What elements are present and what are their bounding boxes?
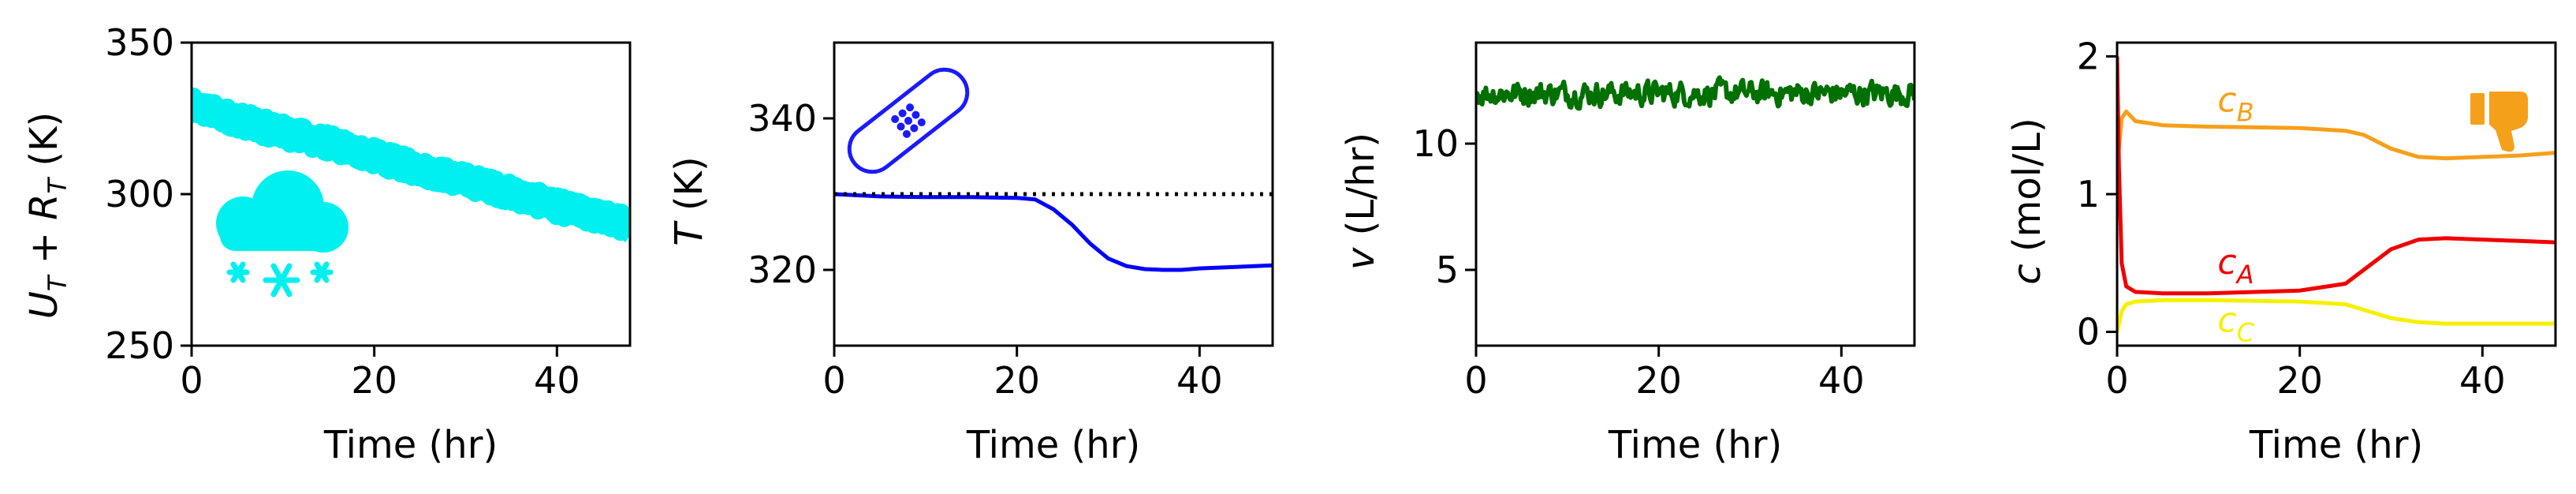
x-tick-label: 0 <box>822 359 845 402</box>
svg-text:v (L/hr): v (L/hr) <box>1339 133 1383 270</box>
x-tick-label: 20 <box>1635 359 1682 402</box>
y-tick-label: 10 <box>1412 122 1459 165</box>
x-tick-label: 20 <box>351 359 397 402</box>
y-tick-label: 2 <box>2077 35 2100 77</box>
thumbs-down-icon <box>2470 92 2528 152</box>
x-tick-label: 20 <box>993 359 1040 402</box>
series-line <box>2117 298 2555 333</box>
plot-area: 0 20 40 250 300 350 Time (hr) <box>105 21 632 467</box>
y-tick-label: 350 <box>105 21 174 64</box>
axes-frame <box>1474 41 1916 347</box>
x-tick-label: 40 <box>1818 359 1865 402</box>
series-label: cB <box>2217 80 2254 127</box>
plot-area: 0 20 40 5 10 Time (hr) <box>1412 41 1916 467</box>
y-axis-label: c (mol/L) <box>2005 118 2049 284</box>
y-tick-label: 340 <box>747 97 817 140</box>
chart-panel-4: cB cA cC 0 20 40 0 1 2 Time (hr) c (mol/L) <box>2005 35 2557 467</box>
series-layer <box>834 192 1273 272</box>
y-tick-label: 250 <box>105 324 174 367</box>
x-tick-label: 0 <box>2105 359 2128 402</box>
y-axis-label: T (K) <box>667 156 711 246</box>
series-layer <box>192 88 630 244</box>
y-tick-label: 0 <box>2077 311 2100 354</box>
y-tick-label: 300 <box>105 173 174 215</box>
x-tick-label: 0 <box>180 359 203 402</box>
x-tick-label: 40 <box>1176 359 1223 402</box>
x-axis-label: Time (hr) <box>1608 423 1782 467</box>
x-tick-label: 40 <box>534 359 580 402</box>
plot-area: 0 20 40 320 340 Time (hr) <box>747 41 1274 467</box>
y-tick-label: 320 <box>747 249 817 291</box>
chart-panel-1: 0 20 40 250 300 350 Time (hr) UT + RT (K) <box>22 21 632 467</box>
bandage-icon <box>847 67 970 174</box>
x-tick-label: 20 <box>2276 359 2323 402</box>
axes-frame <box>833 41 1274 347</box>
y-axis-label: v (L/hr) <box>1339 133 1383 270</box>
series-layer <box>1476 75 1914 111</box>
series-line <box>2117 109 2555 167</box>
plot-area: cB cA cC 0 20 40 0 1 2 Time (hr) <box>2077 35 2557 467</box>
series-line <box>2117 56 2555 296</box>
y-tick-label: 5 <box>1436 249 1459 291</box>
y-axis-label: UT + RT (K) <box>22 112 73 320</box>
series-line <box>834 192 1273 272</box>
series-label: cA <box>2217 242 2254 290</box>
snow-cloud-icon <box>216 170 349 298</box>
y-tick-label: 1 <box>2077 173 2100 215</box>
chart-panel-2: 0 20 40 320 340 Time (hr) T (K) <box>667 41 1274 467</box>
x-tick-label: 40 <box>2459 359 2506 402</box>
x-axis-label: Time (hr) <box>2249 423 2423 467</box>
x-axis-label: Time (hr) <box>323 423 498 467</box>
series-line <box>1476 75 1914 111</box>
svg-text:c (mol/L): c (mol/L) <box>2005 118 2049 284</box>
series-layer <box>2117 56 2555 333</box>
series-label: cC <box>2217 301 2254 348</box>
svg-text:T (K): T (K) <box>667 156 711 246</box>
chart-panel-3: 0 20 40 5 10 Time (hr) v (L/hr) <box>1339 41 1916 467</box>
x-axis-label: Time (hr) <box>966 423 1140 467</box>
svg-text:UT + RT (K): UT + RT (K) <box>22 112 73 320</box>
x-tick-label: 0 <box>1464 359 1487 402</box>
series-line <box>192 88 630 244</box>
